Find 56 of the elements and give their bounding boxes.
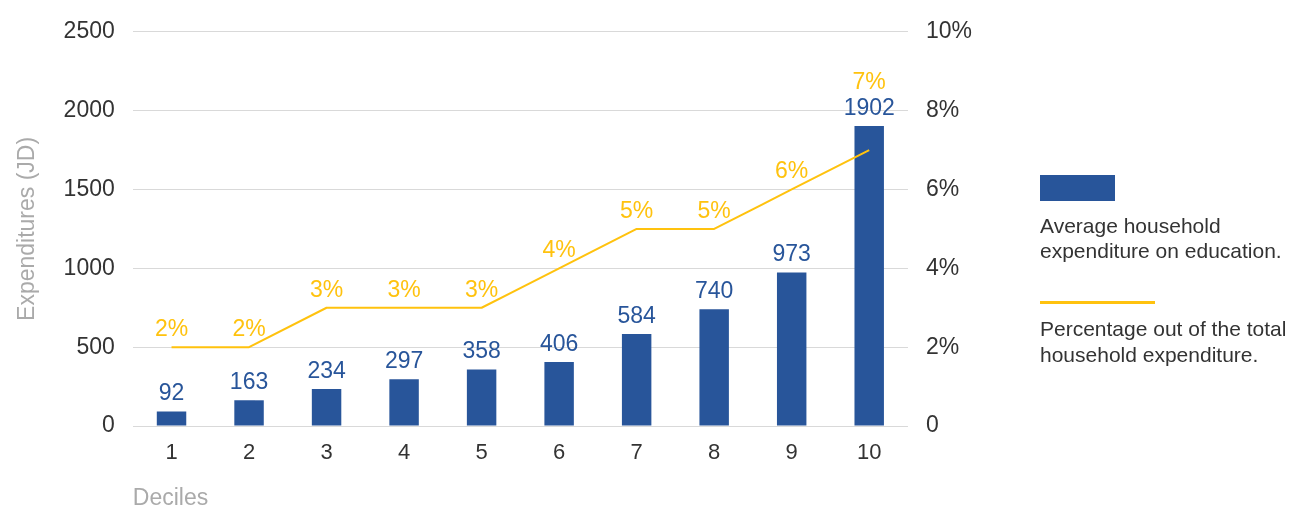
data-label: 3% <box>387 275 421 302</box>
data-label: 584 <box>617 301 657 328</box>
data-label: 740 <box>694 277 734 304</box>
x-tick-label: 9 <box>785 439 798 465</box>
x-axis-title: Deciles <box>132 483 209 510</box>
data-label: 4% <box>542 236 576 263</box>
y-tick-label: 1500 <box>63 174 115 201</box>
x-tick-label: 8 <box>708 439 721 465</box>
y2-tick-label: 6% <box>925 174 960 201</box>
data-label: 92 <box>158 379 185 406</box>
x-tick-label: 2 <box>242 439 256 465</box>
data-label: 5% <box>620 196 654 223</box>
y2-tick-label: 4% <box>925 253 960 280</box>
bar <box>234 400 264 426</box>
data-label: 5% <box>697 196 731 223</box>
x-tick-label: 4 <box>397 439 411 465</box>
text: Percentage out of the total household expenditure. <box>1040 316 1288 367</box>
y-tick-label: 0 <box>101 411 115 438</box>
y2-tick-label: 10% <box>925 17 973 44</box>
data-label: 1902 <box>843 93 895 120</box>
data-label: 406 <box>539 329 579 356</box>
x-tick-label: 7 <box>630 439 643 465</box>
data-label: 234 <box>307 356 346 383</box>
x-tick-label: 1 <box>165 439 178 465</box>
legend-label: Average household expenditure on education. <box>1040 213 1283 264</box>
data-label: 6% <box>775 157 809 184</box>
data-label: 358 <box>462 337 501 364</box>
data-label: 2% <box>232 315 266 341</box>
data-label: 163 <box>229 368 269 395</box>
data-label: 297 <box>384 347 424 374</box>
bar <box>156 411 187 426</box>
y2-tick-label: 8% <box>925 95 960 122</box>
bar <box>854 126 884 426</box>
bar <box>466 369 497 426</box>
y-tick-label: 2000 <box>63 95 115 122</box>
data-label: 7% <box>852 67 886 94</box>
data-label: 2% <box>154 315 189 341</box>
x-tick-label: 6 <box>553 439 566 465</box>
data-label: 3% <box>464 275 499 302</box>
bar <box>311 389 342 426</box>
bar <box>389 379 419 426</box>
bar <box>699 309 729 426</box>
data-label: 3% <box>309 275 344 302</box>
y2-tick-label: 0 <box>925 411 939 438</box>
y-tick-label: 2500 <box>63 17 115 44</box>
data-label: 973 <box>772 240 811 267</box>
y-tick-label: 1000 <box>63 253 115 280</box>
x-tick-label: 5 <box>475 439 488 465</box>
bar <box>776 272 807 426</box>
x-tick-label: 3 <box>320 439 333 465</box>
x-tick-label: 10 <box>856 439 882 465</box>
y-tick-label: 500 <box>76 332 115 359</box>
y2-tick-label: 2% <box>925 332 960 359</box>
bar <box>544 361 574 426</box>
y-axis-title: Expenditures (JD) <box>13 136 40 321</box>
bar <box>621 333 652 426</box>
